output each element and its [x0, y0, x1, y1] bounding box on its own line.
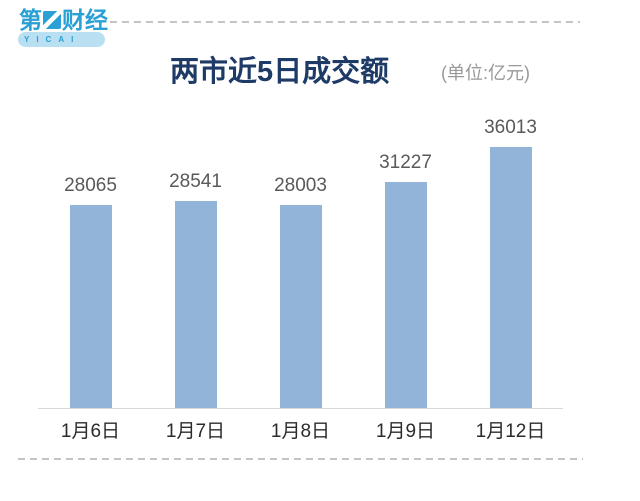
plot-area: 28065 28541 28003 31227 36013: [38, 112, 563, 409]
unit-label: (单位:亿元): [441, 63, 530, 83]
bar: [279, 205, 322, 408]
bar: [69, 205, 112, 408]
bar-value-label: 28065: [64, 175, 117, 196]
bar-column: 28541: [143, 112, 248, 408]
bar-value-label: 28003: [274, 175, 327, 196]
bar-value-label: 36013: [484, 117, 537, 138]
bar: [489, 147, 532, 408]
top-dashed-divider: [110, 21, 580, 23]
logo-band: [18, 32, 105, 47]
logo-one-icon: [43, 11, 61, 29]
bar-column: 28003: [248, 112, 353, 408]
bar-value-label: 28541: [169, 171, 222, 192]
bar-column: 36013: [458, 112, 563, 408]
x-axis-label: 1月12日: [475, 421, 546, 442]
bar-column: 28065: [38, 112, 143, 408]
logo-subtext: YICAI: [24, 35, 81, 44]
logo-wordmark: 第 财经: [19, 7, 108, 33]
x-axis-label: 1月7日: [165, 421, 226, 442]
x-axis-label: 1月6日: [60, 421, 121, 442]
logo-text-suffix: 财经: [62, 7, 108, 33]
chart-title: 两市近5日成交额: [170, 56, 390, 88]
bottom-dashed-divider: [18, 458, 583, 460]
bar-value-label: 31227: [379, 152, 432, 173]
logo-text-prefix: 第: [19, 7, 42, 33]
bar-column: 31227: [353, 112, 458, 408]
x-axis-label: 1月8日: [270, 421, 331, 442]
x-axis-labels: 1月6日 1月7日 1月8日 1月9日 1月12日: [38, 420, 563, 443]
x-axis-label: 1月9日: [375, 421, 436, 442]
bar: [174, 201, 217, 408]
bars-row: 28065 28541 28003 31227 36013: [38, 112, 563, 408]
yicai-logo: 第 财经 YICAI: [15, 6, 111, 50]
bar: [384, 182, 427, 408]
